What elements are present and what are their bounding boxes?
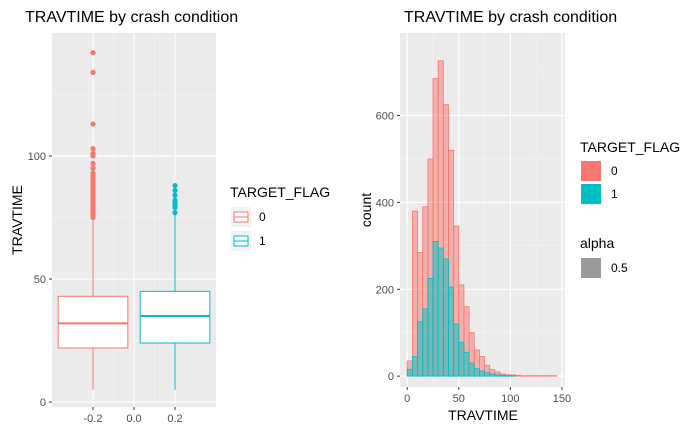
- hist-legend-label-1: 1: [611, 187, 618, 201]
- alpha-legend-label: 0.5: [611, 261, 628, 275]
- box-plot-chart: TRAVTIME by crash condition -0.2 0.0 0.2 0…: [9, 9, 330, 425]
- hist-x-tick-label: 100: [501, 393, 519, 405]
- histogram-legend-alpha: alpha 0.5: [580, 235, 628, 278]
- box-plot-x-ticks: -0.2 0.0 0.2: [84, 407, 183, 425]
- box-legend-entry-0: 0: [231, 207, 266, 227]
- box-plot-marks: [57, 50, 211, 390]
- histogram-bar-1: [468, 362, 475, 377]
- histogram-title: TRAVTIME by crash condition: [404, 9, 617, 26]
- box-outlier-point: [172, 210, 178, 216]
- hist-x-tick-label: 150: [553, 393, 571, 405]
- histogram-bar-1: [432, 241, 439, 377]
- box-iqr-1: [139, 290, 211, 344]
- box-outlier-point: [90, 146, 96, 152]
- box-plot-title: TRAVTIME by crash condition: [25, 9, 238, 26]
- histogram-bar-1: [473, 368, 480, 377]
- box-plot-y-ticks: 0 50 100: [28, 151, 52, 409]
- histogram-bar-1: [458, 341, 465, 377]
- box-y-tick-label: 50: [34, 274, 46, 286]
- histogram-bar-0: [411, 210, 418, 377]
- hist-legend-key-1: [581, 184, 601, 204]
- box-plot-y-axis-title: TRAVTIME: [9, 185, 25, 255]
- hist-legend-key-0: [581, 161, 601, 181]
- histogram-bar-1: [489, 373, 496, 377]
- box-outlier-point: [90, 160, 96, 167]
- hist-y-tick-label: 0: [388, 371, 394, 383]
- box-outlier-point: [90, 165, 96, 171]
- box-outlier-point: [172, 187, 178, 194]
- histogram-bar-1: [479, 370, 485, 377]
- alpha-legend-key: [581, 258, 601, 278]
- hist-y-tick-label: 200: [376, 284, 394, 296]
- box-outlier-point: [90, 150, 96, 157]
- box-plot-legend: TARGET_FLAG 0 1: [230, 184, 330, 251]
- box-outlier-point: [90, 69, 96, 75]
- hist-legend-title: TARGET_FLAG: [580, 139, 680, 155]
- histogram-bar-1: [448, 286, 455, 377]
- histogram-bar-0: [515, 374, 522, 377]
- histogram-bar-1: [463, 351, 470, 377]
- histogram-bar-1: [494, 374, 501, 377]
- box-x-tick-label: -0.2: [84, 413, 103, 425]
- box-outlier-point: [172, 182, 178, 189]
- histogram-bar-1: [442, 258, 449, 377]
- box-legend-title: TARGET_FLAG: [230, 184, 330, 200]
- histogram-bar-1: [422, 308, 429, 377]
- box-x-tick-label: 0.0: [126, 413, 141, 425]
- histogram-legend-fill: TARGET_FLAG 0 1: [580, 139, 680, 204]
- box-outlier-point: [172, 192, 178, 198]
- box-y-tick-label: 100: [28, 151, 46, 163]
- box-y-tick-label: 0: [40, 397, 46, 409]
- histogram-bar-1: [437, 247, 444, 377]
- histogram-bar-1: [411, 356, 418, 377]
- box-legend-label-0: 0: [259, 210, 266, 224]
- histogram-bar-1: [427, 278, 434, 377]
- box-legend-entry-1: 1: [231, 231, 266, 251]
- hist-y-tick-label: 400: [376, 197, 394, 209]
- hist-legend-label-0: 0: [611, 164, 618, 178]
- box-outlier-point: [90, 50, 96, 56]
- histogram-marks: [406, 60, 558, 377]
- alpha-legend-title: alpha: [580, 235, 614, 251]
- histogram-bar-1: [453, 323, 460, 377]
- histogram-bar-1: [484, 372, 491, 377]
- histogram-chart: TRAVTIME by crash condition 0 50 100 150 0 2…: [358, 9, 680, 423]
- box-outlier-point: [90, 121, 96, 127]
- histogram-bar-1: [406, 369, 413, 377]
- box-iqr-0: [57, 295, 129, 349]
- hist-y-tick-label: 600: [376, 111, 394, 123]
- hist-x-tick-label: 0: [404, 393, 410, 405]
- histogram-y-axis-title: count: [358, 193, 374, 227]
- histogram-bar-1: [499, 374, 506, 377]
- box-x-tick-label: 0.2: [167, 413, 182, 425]
- hist-x-tick-label: 50: [453, 393, 465, 405]
- histogram-bar-1: [417, 321, 424, 377]
- box-outlier-point: [172, 197, 178, 203]
- box-outlier-point: [90, 170, 96, 176]
- histogram-y-ticks: 0 200 400 600: [376, 111, 400, 383]
- box-legend-label-1: 1: [259, 234, 266, 248]
- histogram-x-axis-title: TRAVTIME: [448, 407, 518, 423]
- histogram-x-ticks: 0 50 100 150: [404, 387, 571, 405]
